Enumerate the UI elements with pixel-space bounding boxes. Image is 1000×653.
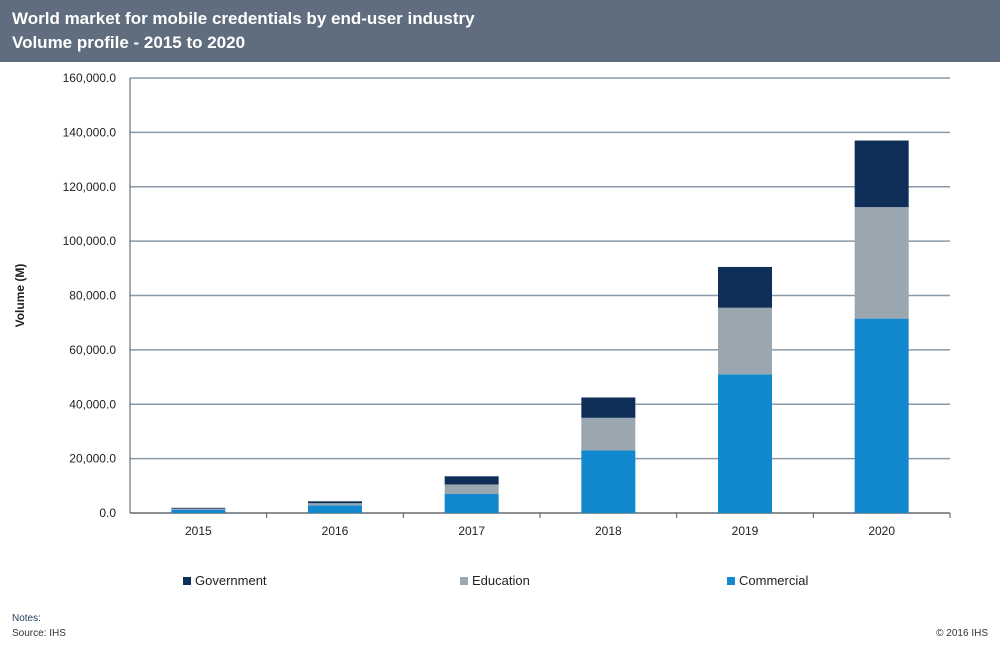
bar-segment-education-2019 [718, 307, 772, 375]
bar-segment-education-2020 [854, 207, 909, 319]
bar-segment-commercial-2015 [171, 509, 226, 513]
chart-title: World market for mobile credentials by e… [12, 9, 475, 28]
x-tick-label: 2017 [458, 524, 485, 538]
y-axis-title: Volume (M) [13, 264, 27, 328]
legend-label-government: Government [195, 573, 267, 588]
bar-segment-commercial-2016 [308, 505, 362, 513]
x-tick-label: 2016 [322, 524, 349, 538]
bar-segment-government-2016 [308, 501, 362, 504]
legend-swatch-government [183, 577, 191, 585]
y-tick-label: 160,000.0 [63, 71, 117, 85]
bar-segment-commercial-2019 [718, 374, 772, 513]
bar-segment-government-2015 [171, 507, 226, 509]
bar-segment-commercial-2020 [854, 318, 909, 513]
copyright-text: © 2016 IHS [936, 628, 988, 639]
legend-label-commercial: Commercial [739, 573, 808, 588]
x-tick-label: 2020 [868, 524, 895, 538]
chart-subtitle: Volume profile - 2015 to 2020 [12, 33, 246, 52]
chart-header: World market for mobile credentials by e… [0, 0, 1000, 62]
x-tick-label: 2015 [185, 524, 212, 538]
y-tick-label: 40,000.0 [69, 397, 116, 411]
bar-segment-education-2017 [444, 484, 499, 494]
bar-segment-education-2018 [581, 417, 636, 451]
bar-segment-education-2016 [308, 503, 362, 506]
y-tick-label: 140,000.0 [63, 125, 117, 139]
notes-label: Notes: [12, 613, 41, 624]
bar-segment-commercial-2018 [581, 450, 636, 513]
y-tick-label: 120,000.0 [63, 180, 117, 194]
y-tick-label: 60,000.0 [69, 343, 116, 357]
legend-label-education: Education [472, 573, 530, 588]
bar-segment-government-2017 [444, 476, 499, 485]
y-tick-label: 20,000.0 [69, 452, 116, 466]
legend-swatch-education [460, 577, 468, 585]
legend-swatch-commercial [727, 577, 735, 585]
x-tick-label: 2019 [732, 524, 759, 538]
bar-segment-education-2015 [171, 508, 226, 510]
x-tick-label: 2018 [595, 524, 622, 538]
y-tick-label: 80,000.0 [69, 289, 116, 303]
bar-segment-commercial-2017 [444, 493, 499, 513]
source-text: Source: IHS [12, 628, 66, 639]
bar-segment-government-2018 [581, 397, 636, 418]
y-tick-label: 0.0 [99, 506, 116, 520]
bar-segment-government-2019 [718, 266, 772, 308]
bar-segment-government-2020 [854, 140, 909, 208]
y-tick-label: 100,000.0 [63, 234, 117, 248]
